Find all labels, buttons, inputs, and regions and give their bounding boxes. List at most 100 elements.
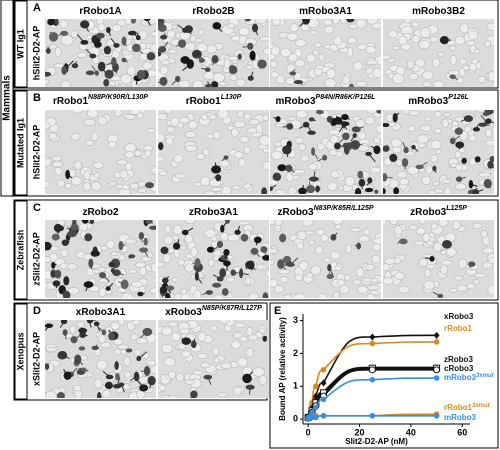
- image-title-base: mRobo3B2: [412, 6, 465, 17]
- cell: [204, 190, 216, 194]
- process: [71, 229, 75, 235]
- process: [246, 371, 253, 379]
- cell: [226, 125, 235, 131]
- cell: [172, 224, 183, 235]
- ligand-label: hSlit2-D2-AP: [31, 125, 41, 180]
- marker: [313, 414, 319, 421]
- cell: [289, 23, 299, 33]
- stained-cell: [302, 19, 310, 25]
- cell: [330, 170, 340, 179]
- cell: [293, 292, 306, 298]
- cell: [345, 244, 353, 254]
- process: [223, 256, 226, 259]
- stained-cell: [454, 127, 464, 135]
- process: [488, 110, 494, 113]
- cell: [265, 269, 269, 278]
- cell: [355, 119, 366, 128]
- cell: [72, 384, 82, 392]
- process: [147, 183, 150, 186]
- cell: [166, 29, 176, 39]
- cell: [393, 225, 403, 236]
- marker: [368, 366, 376, 374]
- cell: [329, 135, 339, 144]
- cell: [270, 278, 278, 288]
- cell: [406, 60, 415, 70]
- cell: [164, 224, 172, 234]
- cell: [418, 39, 431, 50]
- cell: [192, 370, 204, 376]
- process: [175, 43, 183, 47]
- cell: [167, 49, 178, 54]
- process: [140, 70, 145, 76]
- process: [214, 162, 217, 170]
- stained-cell: [474, 156, 481, 163]
- cell: [413, 240, 425, 246]
- cell: [484, 139, 494, 147]
- process: [57, 32, 65, 36]
- cell: [296, 230, 307, 241]
- stained-cell: [482, 111, 490, 117]
- image-title-base: rRobo2B: [192, 6, 234, 17]
- cell: [139, 52, 148, 62]
- cell: [422, 70, 434, 81]
- process: [180, 59, 186, 63]
- cell: [324, 78, 337, 87]
- process: [123, 59, 128, 63]
- cell: [468, 157, 476, 167]
- stained-cell: [341, 114, 349, 121]
- micrograph: [270, 220, 381, 298]
- process: [432, 291, 441, 297]
- micrograph: [270, 19, 381, 87]
- process: [70, 367, 78, 375]
- process: [359, 174, 364, 179]
- cell: [383, 263, 391, 272]
- process: [153, 225, 156, 229]
- micrograph-content: [45, 320, 156, 398]
- micrograph-content: [158, 19, 269, 87]
- process: [80, 327, 84, 331]
- cell: [323, 257, 331, 263]
- cell: [238, 27, 250, 36]
- stained-cell: [81, 220, 89, 224]
- process: [45, 363, 48, 367]
- cell: [116, 344, 130, 350]
- cell: [48, 132, 58, 140]
- cell: [111, 24, 122, 33]
- cell: [285, 172, 294, 183]
- cell: [262, 113, 269, 122]
- stained-cell: [63, 276, 70, 286]
- cell: [196, 42, 208, 53]
- cell: [445, 247, 457, 257]
- process: [163, 32, 166, 38]
- legend-label: mRobo33xmut: [444, 373, 495, 383]
- cell: [166, 126, 176, 133]
- cell: [310, 265, 322, 276]
- cell: [233, 151, 244, 159]
- process: [45, 73, 48, 78]
- micrograph: [45, 19, 156, 87]
- cell: [481, 247, 494, 254]
- cell: [100, 245, 108, 251]
- cell: [416, 134, 430, 144]
- image-title-sup: N83P/K85R/L125P: [314, 205, 374, 212]
- cell: [45, 78, 50, 85]
- cell: [449, 287, 458, 293]
- cell: [146, 128, 156, 134]
- cell: [177, 343, 187, 350]
- cell: [116, 159, 129, 166]
- cell: [184, 263, 194, 273]
- cell: [300, 154, 310, 162]
- process: [212, 274, 221, 280]
- cell: [274, 141, 282, 148]
- cell: [468, 134, 477, 143]
- row-group: Zebrafish: [15, 230, 25, 271]
- process: [477, 157, 480, 160]
- legend-name: rRobo1: [444, 403, 473, 412]
- cell: [161, 343, 174, 354]
- process: [116, 272, 124, 276]
- cell: [45, 390, 57, 398]
- process: [212, 244, 221, 252]
- process: [333, 232, 338, 238]
- cell: [326, 68, 336, 79]
